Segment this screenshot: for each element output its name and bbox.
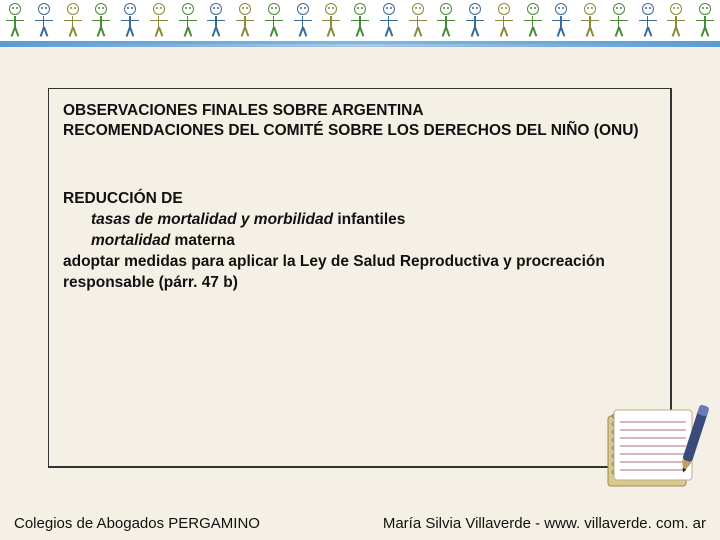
footer: Colegios de Abogados PERGAMINO María Sil…: [0, 510, 720, 540]
stick-figure-icon: [663, 3, 689, 39]
stick-figure-icon: [520, 3, 546, 39]
stick-figure-icon: [60, 3, 86, 39]
stick-figure-icon: [347, 3, 373, 39]
section-item-1: tasas de mortalidad y morbilidad infanti…: [91, 210, 656, 231]
stick-figure-icon: [491, 3, 517, 39]
stick-figure-icon: [318, 3, 344, 39]
stick-figure-icon: [376, 3, 402, 39]
stick-figure-icon: [606, 3, 632, 39]
stick-figure-icon: [232, 3, 258, 39]
content-box: OBSERVACIONES FINALES SOBRE ARGENTINA RE…: [48, 88, 672, 468]
stick-figure-icon: [692, 3, 718, 39]
title-line-2: RECOMENDACIONES DEL COMITÉ SOBRE LOS DER…: [63, 121, 656, 141]
stick-figure-icon: [117, 3, 143, 39]
decorative-top-border: [0, 0, 720, 44]
stick-figure-icon: [175, 3, 201, 39]
stick-figure-icon: [405, 3, 431, 39]
title-block: OBSERVACIONES FINALES SOBRE ARGENTINA RE…: [63, 101, 656, 141]
title-line-1: OBSERVACIONES FINALES SOBRE ARGENTINA: [63, 101, 656, 121]
notebook-icon: [594, 396, 714, 496]
section-item-2: mortalidad materna: [91, 231, 656, 252]
stick-figure-icon: [577, 3, 603, 39]
stick-figure-icon: [290, 3, 316, 39]
stick-figure-icon: [548, 3, 574, 39]
stick-figure-icon: [203, 3, 229, 39]
stick-figure-icon: [88, 3, 114, 39]
stick-figure-icon: [433, 3, 459, 39]
section: REDUCCIÓN DE tasas de mortalidad y morbi…: [63, 189, 656, 294]
stick-figure-icon: [146, 3, 172, 39]
section-body: adoptar medidas para aplicar la Ley de S…: [63, 252, 656, 294]
stick-figure-icon: [462, 3, 488, 39]
stick-figure-icon: [2, 3, 28, 39]
stick-figure-icon: [261, 3, 287, 39]
section-heading: REDUCCIÓN DE: [63, 189, 656, 210]
stick-figure-icon: [635, 3, 661, 39]
footer-left: Colegios de Abogados PERGAMINO: [14, 515, 260, 532]
footer-right: María Silvia Villaverde - www. villaverd…: [383, 515, 706, 532]
stick-figure-icon: [31, 3, 57, 39]
